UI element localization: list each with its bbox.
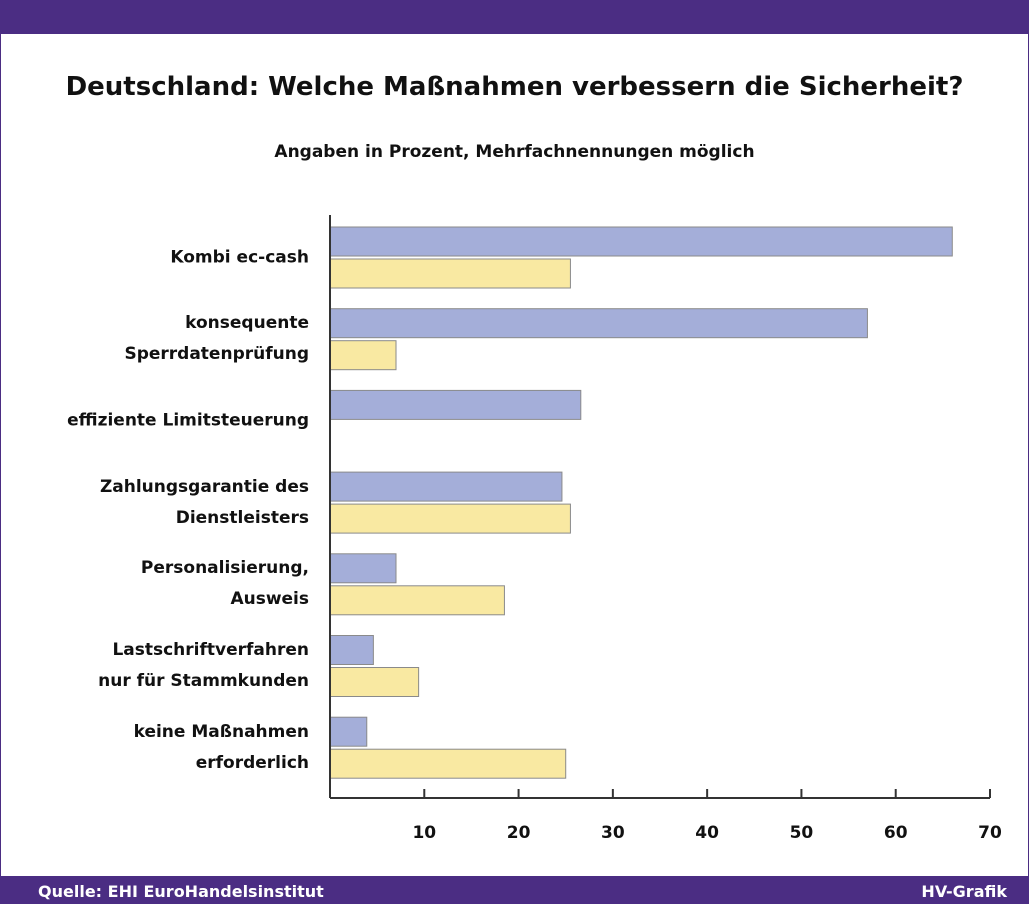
x-tick-label: 10	[412, 823, 436, 843]
x-tick-label: 20	[507, 823, 531, 843]
category-label: Kombi ec-cash	[170, 247, 309, 267]
bar	[329, 226, 953, 257]
x-tick-label: 50	[790, 823, 814, 843]
bar	[329, 389, 582, 420]
bar	[329, 748, 567, 779]
category-label: effiziente Limitsteuerung	[67, 410, 309, 431]
x-tick-label: 70	[978, 823, 1002, 843]
bar	[329, 716, 368, 747]
footer: Quelle: EHI EuroHandelsinstitut HV-Grafi…	[0, 876, 1029, 904]
top-bar	[0, 0, 1029, 34]
bar	[329, 553, 397, 584]
bar	[329, 667, 420, 697]
category-label: keine Maßnahmen erforderlich	[133, 721, 309, 773]
category-label: Zahlungsgarantie des Dienstleisters	[99, 476, 309, 528]
bar	[329, 258, 571, 289]
x-tick-label: 40	[695, 823, 719, 843]
x-tick-label: 60	[884, 823, 908, 843]
bar	[329, 635, 374, 665]
bar	[329, 471, 563, 502]
x-tick-label: 30	[601, 823, 625, 843]
category-label: Personalisierung, Ausweis	[140, 558, 309, 610]
source: Quelle: EHI EuroHandelsinstitut	[38, 882, 324, 901]
bar	[329, 585, 505, 616]
bar	[329, 503, 571, 534]
category-label: Lastschriftverfahren nur für Stammkunden	[98, 640, 309, 691]
bar	[329, 308, 868, 339]
chart-subtitle: Angaben in Prozent, Mehrfachnennungen mö…	[274, 142, 755, 162]
chart-title: Deutschland: Welche Maßnahmen verbessern…	[65, 72, 964, 102]
bar	[329, 340, 397, 371]
credit: HV-Grafik	[921, 882, 1007, 901]
category-label: konsequente Sperrdatenprüfung	[124, 313, 309, 365]
